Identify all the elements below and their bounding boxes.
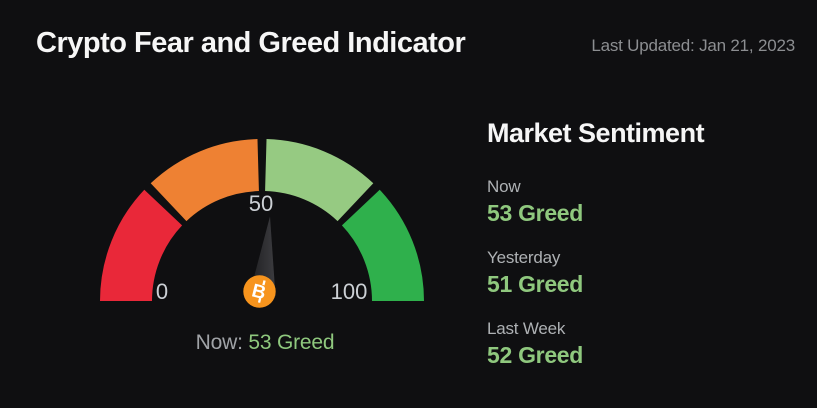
- bitcoin-icon: B: [243, 275, 276, 308]
- gauge-segment: [264, 139, 374, 222]
- gauge-segment: [100, 189, 183, 302]
- sentiment-row-label: Yesterday: [487, 247, 561, 267]
- sentiment-row-value: 52 Greed: [487, 342, 584, 369]
- market-sentiment-title: Market Sentiment: [487, 118, 705, 148]
- page-title: Crypto Fear and Greed Indicator: [36, 27, 466, 59]
- gauge-segment: [341, 189, 424, 302]
- gauge: B 0 50 100: [95, 133, 435, 313]
- gauge-caption-label: Now:: [195, 331, 243, 354]
- gauge-tick-mid: 50: [249, 191, 273, 216]
- sentiment-row-value: 53 Greed: [487, 200, 584, 227]
- sentiment-row-label: Now: [487, 177, 521, 196]
- sentiment-row-value: 51 Greed: [487, 271, 584, 298]
- market-sentiment-panel: Market Sentiment Now 53 Greed Yesterday …: [487, 118, 787, 370]
- gauge-segment: [150, 139, 260, 222]
- sentiment-row-lastweek: Last Week 52 Greed: [487, 319, 787, 370]
- sentiment-row-now: Now 53 Greed: [487, 177, 787, 228]
- gauge-tick-max: 100: [331, 279, 368, 304]
- sentiment-row-yesterday: Yesterday 51 Greed: [487, 248, 787, 299]
- gauge-svg: B 0 50 100: [100, 139, 424, 308]
- gauge-tick-min: 0: [156, 279, 168, 304]
- last-updated-label: Last Updated: Jan 21, 2023: [591, 36, 795, 55]
- bitcoin-glyph: B: [250, 280, 268, 304]
- sentiment-row-label: Last Week: [487, 318, 566, 338]
- gauge-caption: Now: 53 Greed: [95, 331, 435, 355]
- gauge-caption-value: 53 Greed: [248, 331, 335, 354]
